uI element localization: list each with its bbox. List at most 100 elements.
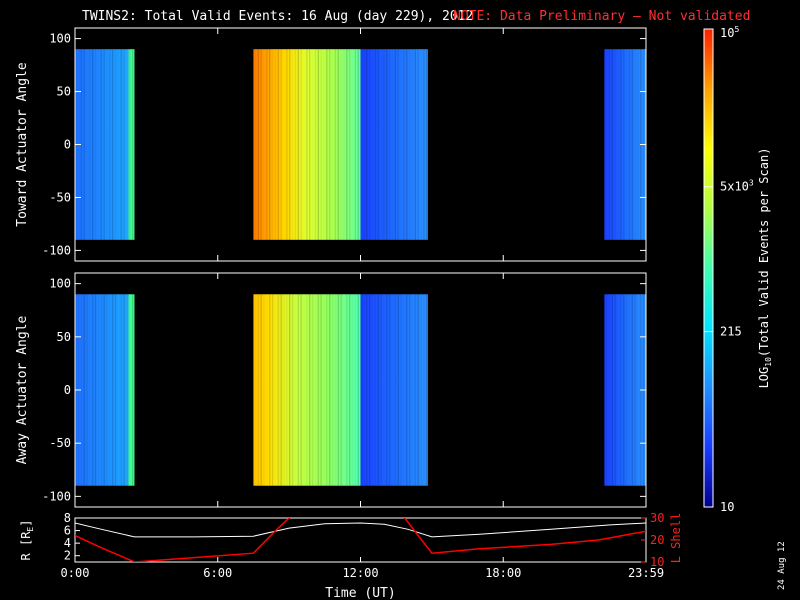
texture-stripe bbox=[103, 294, 105, 486]
texture-stripe bbox=[352, 294, 353, 485]
texture-stripe bbox=[314, 49, 317, 240]
lshell-tick-label: 30 bbox=[650, 511, 664, 525]
texture-stripe bbox=[312, 49, 313, 240]
texture-stripe bbox=[349, 294, 351, 486]
texture-stripe bbox=[94, 294, 97, 486]
texture-stripe bbox=[403, 294, 404, 485]
texture-stripe bbox=[255, 294, 256, 485]
texture-stripe bbox=[341, 49, 342, 240]
texture-stripe bbox=[406, 49, 408, 240]
r-tick-label: 4 bbox=[64, 536, 71, 550]
texture-stripe bbox=[426, 49, 428, 240]
texture-stripe bbox=[420, 294, 421, 485]
texture-stripe bbox=[628, 49, 631, 240]
texture-stripe bbox=[386, 294, 388, 486]
texture-stripe bbox=[400, 49, 401, 240]
texture-stripe bbox=[277, 294, 279, 486]
texture-stripe bbox=[409, 294, 411, 486]
texture-stripe bbox=[397, 49, 399, 240]
texture-stripe bbox=[394, 49, 396, 240]
x-tick-label: 18:00 bbox=[485, 566, 521, 580]
data-segment-0 bbox=[75, 49, 129, 240]
data-segment-2 bbox=[253, 294, 361, 486]
texture-stripe bbox=[352, 49, 353, 240]
texture-stripe bbox=[394, 294, 396, 486]
texture-stripe bbox=[363, 49, 365, 240]
texture-stripe bbox=[335, 294, 336, 485]
texture-stripe bbox=[634, 294, 636, 486]
texture-stripe bbox=[271, 294, 274, 486]
texture-stripe bbox=[291, 294, 294, 486]
texture-stripe bbox=[417, 294, 419, 486]
texture-stripe bbox=[337, 49, 339, 240]
texture-stripe bbox=[317, 49, 319, 240]
texture-stripe bbox=[414, 294, 416, 486]
texture-stripe bbox=[617, 49, 618, 240]
colorbar-tick-label: 10 bbox=[720, 500, 734, 514]
texture-stripe bbox=[392, 294, 393, 485]
y-tick-label: 50 bbox=[57, 330, 71, 344]
texture-stripe bbox=[326, 49, 328, 240]
y-tick-label: 0 bbox=[64, 383, 71, 397]
texture-stripe bbox=[412, 49, 413, 240]
colorbar-label: LOG10(Total Valid Events per Scan) bbox=[757, 148, 773, 389]
texture-stripe bbox=[417, 49, 419, 240]
texture-stripe bbox=[92, 294, 94, 486]
texture-stripe bbox=[606, 294, 608, 486]
texture-stripe bbox=[380, 49, 381, 240]
texture-stripe bbox=[631, 294, 633, 486]
texture-stripe bbox=[98, 49, 99, 240]
texture-stripe bbox=[614, 49, 616, 240]
away-actuator-panel: 100 50 0 -50 -100 Away Actuator Angle bbox=[15, 272, 647, 508]
texture-stripe bbox=[126, 294, 128, 486]
texture-stripe bbox=[83, 294, 85, 486]
data-segment-2 bbox=[253, 49, 361, 240]
y-axis-label: Toward Actuator Angle bbox=[15, 62, 30, 227]
texture-stripe bbox=[260, 49, 262, 240]
texture-stripe bbox=[397, 294, 399, 486]
r-tick-label: 6 bbox=[64, 524, 71, 538]
texture-stripe bbox=[112, 294, 114, 486]
texture-stripe bbox=[283, 294, 284, 485]
texture-stripe bbox=[317, 294, 319, 486]
texture-stripe bbox=[366, 49, 368, 240]
y-axis-label: Away Actuator Angle bbox=[15, 315, 30, 464]
x-tick-label: 0:00 bbox=[61, 566, 90, 580]
texture-stripe bbox=[389, 49, 391, 240]
texture-stripe bbox=[635, 49, 636, 240]
texture-stripe bbox=[100, 49, 102, 240]
texture-stripe bbox=[92, 49, 94, 240]
texture-stripe bbox=[129, 49, 131, 240]
texture-stripe bbox=[409, 49, 410, 240]
texture-stripe bbox=[132, 49, 134, 240]
texture-stripe bbox=[383, 294, 384, 485]
data-segment-4 bbox=[604, 294, 646, 486]
texture-stripe bbox=[323, 49, 324, 240]
y-tick-label: -50 bbox=[49, 190, 71, 204]
data-segment-1 bbox=[128, 49, 135, 240]
texture-stripe bbox=[260, 294, 262, 486]
texture-stripe bbox=[383, 49, 385, 240]
texture-stripe bbox=[406, 294, 408, 486]
texture-stripe bbox=[357, 294, 359, 486]
texture-stripe bbox=[386, 49, 388, 240]
texture-stripe bbox=[372, 49, 373, 240]
texture-stripe bbox=[357, 49, 359, 240]
texture-stripe bbox=[329, 294, 331, 486]
texture-stripe bbox=[323, 294, 324, 485]
texture-stripe bbox=[80, 294, 82, 486]
lshell-axis-label: L Shell bbox=[669, 513, 683, 564]
texture-stripe bbox=[109, 294, 110, 485]
texture-stripe bbox=[334, 49, 337, 240]
r-axis-label: R [RE] bbox=[19, 520, 35, 561]
texture-stripe bbox=[423, 49, 425, 240]
y-tick-label: 100 bbox=[49, 32, 71, 46]
lshell-tick-label: 10 bbox=[650, 555, 664, 569]
r-series-line bbox=[75, 522, 646, 538]
data-segment-3 bbox=[360, 49, 428, 240]
data-segment-0 bbox=[75, 294, 129, 486]
texture-stripe bbox=[269, 294, 271, 486]
x-tick-label: 6:00 bbox=[203, 566, 232, 580]
colorbar-tick-label: 105 bbox=[720, 25, 739, 40]
